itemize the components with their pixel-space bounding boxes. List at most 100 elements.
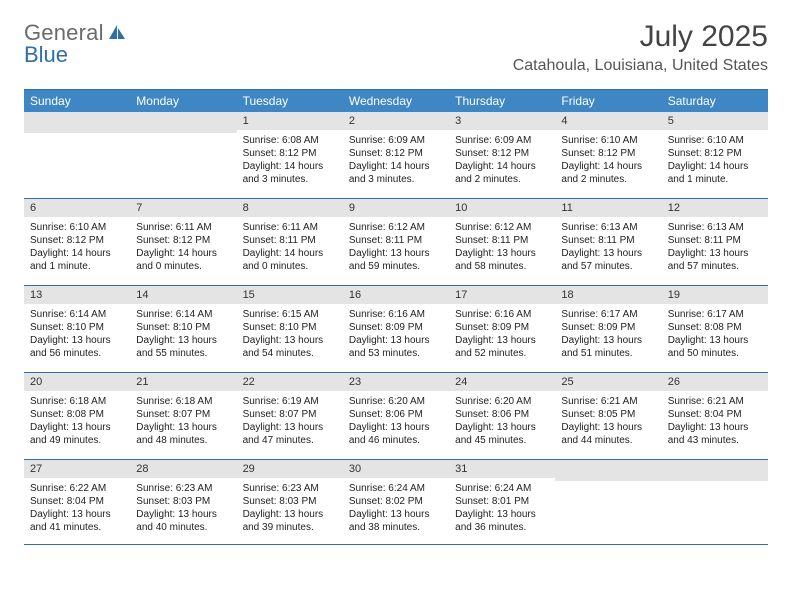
day-name: Friday xyxy=(555,90,661,112)
daylight-text: and 0 minutes. xyxy=(243,260,337,273)
sunset-text: Sunset: 8:05 PM xyxy=(561,408,655,421)
day-cell: 7Sunrise: 6:11 AMSunset: 8:12 PMDaylight… xyxy=(130,199,236,285)
location: Catahoula, Louisiana, United States xyxy=(513,57,768,75)
daylight-text: and 3 minutes. xyxy=(243,173,337,186)
daylight-text: and 41 minutes. xyxy=(30,521,124,534)
sunrise-text: Sunrise: 6:22 AM xyxy=(30,482,124,495)
day-number: 14 xyxy=(130,286,236,304)
daylight-text: and 44 minutes. xyxy=(561,434,655,447)
day-number: 27 xyxy=(24,460,130,478)
daylight-text: Daylight: 14 hours xyxy=(243,247,337,260)
day-cell xyxy=(662,460,768,544)
day-cell: 9Sunrise: 6:12 AMSunset: 8:11 PMDaylight… xyxy=(343,199,449,285)
sunset-text: Sunset: 8:11 PM xyxy=(243,234,337,247)
day-cell xyxy=(24,112,130,198)
logo-sail-icon xyxy=(106,20,126,46)
day-info: Sunrise: 6:24 AMSunset: 8:01 PMDaylight:… xyxy=(449,478,555,540)
day-cell: 19Sunrise: 6:17 AMSunset: 8:08 PMDayligh… xyxy=(662,286,768,372)
day-info: Sunrise: 6:20 AMSunset: 8:06 PMDaylight:… xyxy=(449,391,555,453)
day-names-row: Sunday Monday Tuesday Wednesday Thursday… xyxy=(24,90,768,112)
day-number: 5 xyxy=(662,112,768,130)
day-cell: 24Sunrise: 6:20 AMSunset: 8:06 PMDayligh… xyxy=(449,373,555,459)
week-row: 27Sunrise: 6:22 AMSunset: 8:04 PMDayligh… xyxy=(24,460,768,545)
daylight-text: and 48 minutes. xyxy=(136,434,230,447)
sunset-text: Sunset: 8:07 PM xyxy=(243,408,337,421)
daylight-text: Daylight: 13 hours xyxy=(561,334,655,347)
daylight-text: Daylight: 13 hours xyxy=(136,334,230,347)
day-cell: 21Sunrise: 6:18 AMSunset: 8:07 PMDayligh… xyxy=(130,373,236,459)
day-cell: 31Sunrise: 6:24 AMSunset: 8:01 PMDayligh… xyxy=(449,460,555,544)
daylight-text: and 2 minutes. xyxy=(455,173,549,186)
sunrise-text: Sunrise: 6:20 AM xyxy=(455,395,549,408)
day-info: Sunrise: 6:10 AMSunset: 8:12 PMDaylight:… xyxy=(24,217,130,279)
day-number: 20 xyxy=(24,373,130,391)
daylight-text: Daylight: 13 hours xyxy=(243,334,337,347)
day-name: Thursday xyxy=(449,90,555,112)
month-title: July 2025 xyxy=(513,20,768,53)
day-number: 22 xyxy=(237,373,343,391)
day-number xyxy=(555,460,661,481)
daylight-text: Daylight: 13 hours xyxy=(349,508,443,521)
day-cell: 8Sunrise: 6:11 AMSunset: 8:11 PMDaylight… xyxy=(237,199,343,285)
daylight-text: Daylight: 13 hours xyxy=(668,421,762,434)
daylight-text: Daylight: 14 hours xyxy=(668,160,762,173)
daylight-text: and 52 minutes. xyxy=(455,347,549,360)
day-info: Sunrise: 6:16 AMSunset: 8:09 PMDaylight:… xyxy=(449,304,555,366)
title-block: July 2025 Catahoula, Louisiana, United S… xyxy=(513,20,768,75)
day-info: Sunrise: 6:09 AMSunset: 8:12 PMDaylight:… xyxy=(449,130,555,192)
daylight-text: Daylight: 13 hours xyxy=(136,508,230,521)
sunrise-text: Sunrise: 6:12 AM xyxy=(455,221,549,234)
day-info: Sunrise: 6:09 AMSunset: 8:12 PMDaylight:… xyxy=(343,130,449,192)
day-info: Sunrise: 6:23 AMSunset: 8:03 PMDaylight:… xyxy=(237,478,343,540)
sunrise-text: Sunrise: 6:17 AM xyxy=(561,308,655,321)
day-number xyxy=(130,112,236,133)
daylight-text: and 59 minutes. xyxy=(349,260,443,273)
daylight-text: Daylight: 13 hours xyxy=(30,421,124,434)
daylight-text: Daylight: 13 hours xyxy=(455,247,549,260)
day-cell: 18Sunrise: 6:17 AMSunset: 8:09 PMDayligh… xyxy=(555,286,661,372)
daylight-text: and 49 minutes. xyxy=(30,434,124,447)
day-number: 3 xyxy=(449,112,555,130)
day-info: Sunrise: 6:19 AMSunset: 8:07 PMDaylight:… xyxy=(237,391,343,453)
daylight-text: and 3 minutes. xyxy=(349,173,443,186)
day-cell: 29Sunrise: 6:23 AMSunset: 8:03 PMDayligh… xyxy=(237,460,343,544)
sunset-text: Sunset: 8:04 PM xyxy=(30,495,124,508)
daylight-text: Daylight: 13 hours xyxy=(561,247,655,260)
daylight-text: Daylight: 13 hours xyxy=(455,334,549,347)
day-number: 4 xyxy=(555,112,661,130)
day-cell: 2Sunrise: 6:09 AMSunset: 8:12 PMDaylight… xyxy=(343,112,449,198)
day-number: 17 xyxy=(449,286,555,304)
sunrise-text: Sunrise: 6:23 AM xyxy=(136,482,230,495)
day-number: 23 xyxy=(343,373,449,391)
day-number: 25 xyxy=(555,373,661,391)
sunset-text: Sunset: 8:03 PM xyxy=(243,495,337,508)
day-cell: 12Sunrise: 6:13 AMSunset: 8:11 PMDayligh… xyxy=(662,199,768,285)
day-info: Sunrise: 6:23 AMSunset: 8:03 PMDaylight:… xyxy=(130,478,236,540)
daylight-text: and 54 minutes. xyxy=(243,347,337,360)
daylight-text: and 2 minutes. xyxy=(561,173,655,186)
sunrise-text: Sunrise: 6:21 AM xyxy=(668,395,762,408)
day-info: Sunrise: 6:22 AMSunset: 8:04 PMDaylight:… xyxy=(24,478,130,540)
day-number: 2 xyxy=(343,112,449,130)
sunset-text: Sunset: 8:12 PM xyxy=(243,147,337,160)
day-cell: 30Sunrise: 6:24 AMSunset: 8:02 PMDayligh… xyxy=(343,460,449,544)
day-info: Sunrise: 6:18 AMSunset: 8:08 PMDaylight:… xyxy=(24,391,130,453)
sunrise-text: Sunrise: 6:16 AM xyxy=(349,308,443,321)
sunset-text: Sunset: 8:12 PM xyxy=(30,234,124,247)
daylight-text: and 57 minutes. xyxy=(668,260,762,273)
sunrise-text: Sunrise: 6:21 AM xyxy=(561,395,655,408)
day-info: Sunrise: 6:10 AMSunset: 8:12 PMDaylight:… xyxy=(555,130,661,192)
daylight-text: Daylight: 13 hours xyxy=(30,508,124,521)
sunset-text: Sunset: 8:01 PM xyxy=(455,495,549,508)
day-cell: 5Sunrise: 6:10 AMSunset: 8:12 PMDaylight… xyxy=(662,112,768,198)
sunset-text: Sunset: 8:10 PM xyxy=(30,321,124,334)
sunrise-text: Sunrise: 6:18 AM xyxy=(136,395,230,408)
week-row: 1Sunrise: 6:08 AMSunset: 8:12 PMDaylight… xyxy=(24,112,768,199)
day-info: Sunrise: 6:15 AMSunset: 8:10 PMDaylight:… xyxy=(237,304,343,366)
sunrise-text: Sunrise: 6:10 AM xyxy=(668,134,762,147)
daylight-text: and 46 minutes. xyxy=(349,434,443,447)
daylight-text: Daylight: 13 hours xyxy=(30,334,124,347)
day-cell: 27Sunrise: 6:22 AMSunset: 8:04 PMDayligh… xyxy=(24,460,130,544)
daylight-text: Daylight: 13 hours xyxy=(455,421,549,434)
day-info: Sunrise: 6:16 AMSunset: 8:09 PMDaylight:… xyxy=(343,304,449,366)
